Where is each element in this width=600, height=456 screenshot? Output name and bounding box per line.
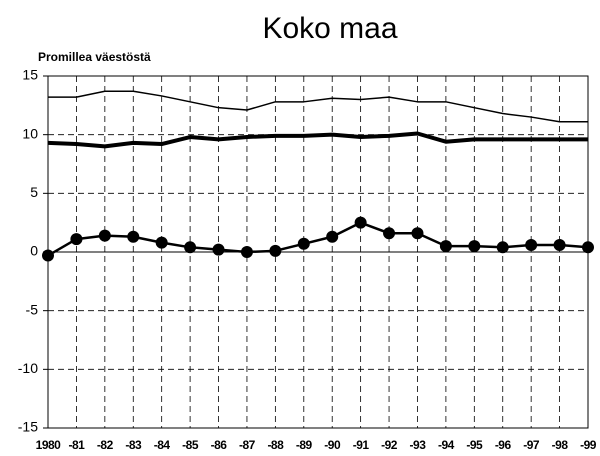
x-tick-label: -98	[552, 438, 569, 452]
x-tick-label: -84	[154, 438, 171, 452]
marker	[411, 227, 424, 240]
marker	[98, 229, 111, 242]
marker	[468, 240, 481, 253]
y-axis-label: Promillea väestöstä	[38, 50, 151, 64]
x-tick-label: -81	[68, 438, 85, 452]
x-tick-label: -83	[125, 438, 142, 452]
x-tick-label: -95	[466, 438, 483, 452]
x-tick-label: -89	[296, 438, 313, 452]
marker	[42, 249, 54, 262]
marker	[383, 227, 396, 240]
x-tick-label: -82	[97, 438, 114, 452]
marker	[70, 233, 83, 246]
y-tick-label: 0	[30, 243, 38, 259]
y-tick-label: -15	[18, 419, 38, 435]
y-tick-label: -10	[18, 360, 38, 376]
marker	[496, 241, 509, 254]
marker	[269, 244, 282, 257]
marker	[553, 238, 566, 251]
marker	[525, 238, 538, 251]
x-tick-label: -91	[353, 438, 370, 452]
x-tick-label: -96	[495, 438, 512, 452]
series-line	[47, 131, 588, 149]
x-tick-label: -94	[438, 438, 455, 452]
marker	[297, 237, 310, 250]
marker	[439, 240, 452, 253]
marker	[354, 216, 367, 229]
x-tick-label: -85	[182, 438, 199, 452]
marker	[184, 241, 197, 254]
marker	[212, 243, 225, 256]
marker	[127, 230, 140, 243]
x-tick-label: -99	[580, 438, 597, 452]
marker	[326, 230, 339, 243]
x-tick-label: -86	[211, 438, 228, 452]
x-tick-label: -87	[239, 438, 256, 452]
y-tick-label: 5	[30, 184, 38, 200]
marker	[582, 241, 594, 254]
marker	[155, 236, 168, 249]
x-tick-label: -97	[523, 438, 540, 452]
x-tick-label: -92	[381, 438, 398, 452]
x-tick-label: -90	[324, 438, 341, 452]
marker	[240, 246, 253, 258]
y-tick-label: -5	[26, 301, 39, 317]
y-tick-label: 15	[22, 67, 38, 83]
x-tick-label: -93	[410, 438, 427, 452]
x-tick-label: 1980	[36, 438, 62, 452]
series-line	[48, 90, 588, 123]
x-tick-label: -88	[267, 438, 284, 452]
y-tick-label: 10	[22, 125, 38, 141]
chart-title: Koko maa	[262, 12, 397, 45]
